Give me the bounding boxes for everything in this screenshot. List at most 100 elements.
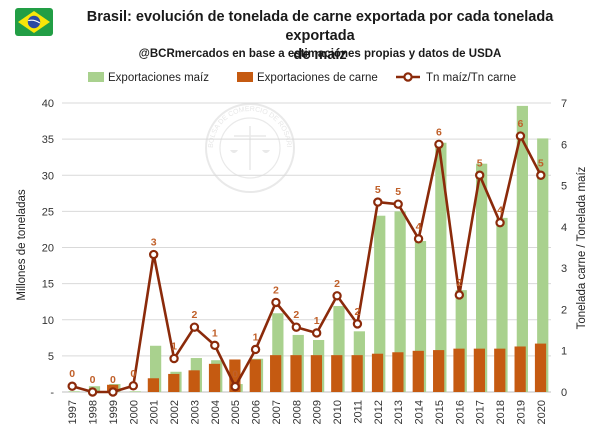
x-tick-label: 2020	[536, 400, 548, 424]
bar-carne	[433, 350, 445, 392]
x-tick-label: 2005	[230, 400, 242, 424]
watermark-seal: BOLSA DE COMERCIO DE ROSARIO	[0, 0, 295, 193]
x-tick-label: 2004	[210, 400, 222, 424]
bar-carne	[453, 348, 465, 392]
x-tick-label: 2011	[352, 400, 364, 424]
y-tick-left: 20	[42, 243, 54, 255]
y-tick-right: 2	[561, 304, 567, 316]
legend-swatch-carne	[237, 72, 253, 82]
ratio-data-label: 5	[395, 186, 401, 198]
bar-maiz	[333, 306, 345, 392]
bar-maiz	[129, 391, 141, 392]
y-tick-right: 1	[561, 346, 567, 358]
ratio-marker	[271, 297, 281, 308]
bar-maiz	[374, 215, 386, 392]
chart-title: Brasil: evolución de tonelada de carne e…	[60, 8, 580, 65]
bar-maiz	[414, 240, 427, 392]
ratio-data-label: 0	[69, 368, 75, 380]
ratio-data-label: 2	[334, 278, 340, 290]
legend-label-maiz: Exportaciones maíz	[108, 72, 209, 84]
bar-carne	[514, 346, 526, 392]
y-tick-left: 5	[48, 351, 54, 363]
ratio-markers	[67, 131, 546, 397]
ratio-marker	[210, 340, 220, 351]
x-tick-label: 1998	[88, 400, 100, 424]
x-tick-label: 2000	[128, 400, 140, 424]
x-tick-label: 1997	[67, 400, 79, 424]
ratio-marker	[413, 234, 424, 244]
ratio-data-label: 0	[110, 374, 116, 386]
ratio-marker	[495, 218, 505, 228]
x-tick-label: 2001	[149, 400, 161, 424]
bar-carne	[371, 353, 384, 392]
y-tick-right: 6	[561, 139, 567, 151]
ratio-data-label: 1	[314, 315, 320, 327]
ratio-data-label: 2	[293, 309, 299, 321]
x-tick-label: 2010	[332, 400, 344, 424]
ratio-data-labels: 0 0 0 0 3 1 2 1 0 1 2 2 1 2 2 5 5 4 6 2 5 4 6 5	[69, 118, 544, 386]
bar-maiz	[516, 105, 528, 392]
brazil-flag-icon	[15, 8, 53, 36]
bar-carne	[188, 370, 200, 392]
bar-carne	[147, 378, 160, 392]
x-tick-label: 2014	[414, 400, 426, 424]
ratio-data-label: 0	[130, 368, 136, 380]
ratio-marker	[250, 344, 261, 355]
legend: Exportaciones maíz Exportaciones de carne…	[88, 72, 516, 84]
y-axis-title-left: Millones de toneladas	[16, 189, 28, 300]
bar-carne	[168, 373, 180, 392]
ratio-marker	[67, 381, 77, 391]
y-tick-right: 3	[561, 263, 567, 275]
ratio-data-label: 5	[477, 157, 483, 169]
bar-maiz	[537, 138, 549, 392]
ratio-line	[71, 132, 542, 394]
bar-carne	[473, 348, 486, 392]
chart-subtitle: @BCRmercados en base a estimaciones prop…	[138, 48, 502, 60]
y-tick-left: 30	[42, 170, 54, 182]
ratio-data-label: 6	[436, 126, 442, 138]
x-tick-label: 1999	[108, 400, 120, 424]
y-axis-title-right: Tonelada carne / Tonelada maíz	[576, 166, 588, 329]
ratio-marker	[189, 322, 200, 332]
ratio-marker	[148, 249, 159, 260]
bar-carne	[310, 355, 323, 392]
y-tick-right: 0	[561, 387, 567, 399]
bar-carne	[351, 355, 363, 392]
chart-title-line-2: de maíz	[293, 47, 347, 63]
ratio-data-label: 2	[355, 306, 361, 318]
ratio-data-label: 4	[416, 221, 422, 233]
x-tick-label: 2009	[312, 400, 324, 424]
ratio-marker	[515, 131, 526, 141]
legend-swatch-maiz	[88, 72, 104, 82]
ratio-marker	[311, 328, 322, 338]
bar-carne	[229, 359, 241, 392]
ratio-marker	[373, 197, 383, 207]
ratio-marker	[393, 199, 403, 209]
carne-bars	[107, 343, 547, 392]
ratio-data-label: 6	[518, 118, 524, 130]
ratio-marker	[108, 387, 118, 397]
legend-label-ratio: Tn maíz/Tn carne	[426, 72, 516, 84]
bar-carne	[534, 343, 547, 392]
bar-maiz	[455, 290, 467, 392]
ratio-data-label: 5	[375, 184, 381, 196]
y-tick-left: 35	[42, 134, 54, 146]
x-tick-label: 2015	[434, 400, 446, 424]
chart-title-line-1: Brasil: evolución de tonelada de carne e…	[86, 9, 554, 44]
x-tick-label: 2013	[393, 400, 405, 424]
bar-maiz	[475, 163, 488, 392]
x-tick-label: 2012	[373, 400, 385, 424]
ratio-marker	[169, 353, 179, 364]
y-tick-right: 5	[561, 181, 567, 193]
bar-carne	[270, 355, 282, 392]
legend-label-carne: Exportaciones de carne	[257, 72, 378, 84]
ratio-data-label: 3	[151, 237, 157, 249]
ratio-marker	[87, 387, 98, 397]
gridlines	[62, 102, 551, 393]
ratio-marker	[352, 319, 363, 329]
bar-maiz	[394, 211, 406, 392]
x-tick-label: 2007	[271, 400, 283, 424]
ratio-data-label: 5	[538, 157, 544, 169]
y-tick-left: 25	[42, 206, 54, 218]
